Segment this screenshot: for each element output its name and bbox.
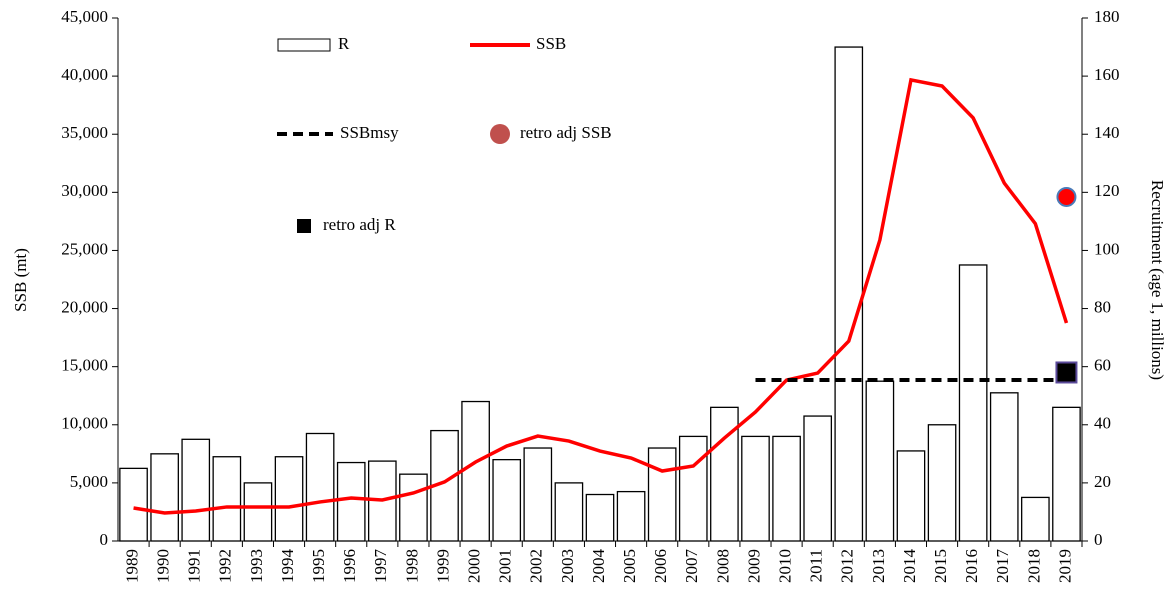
y-tick-label: 20,000 xyxy=(61,297,108,316)
x-tick-label: 2006 xyxy=(651,549,670,583)
y2-tick-label: 140 xyxy=(1094,123,1120,142)
bar xyxy=(1021,496,1050,542)
y2-tick-label: 0 xyxy=(1094,530,1103,549)
x-tick-label: 1997 xyxy=(371,549,390,584)
y2-tick-label: 60 xyxy=(1094,356,1111,375)
x-tick-label: 2008 xyxy=(713,549,732,583)
bar xyxy=(647,447,677,542)
bar xyxy=(616,490,646,542)
x-tick-label: 2018 xyxy=(1024,549,1043,583)
y-tick-label: 0 xyxy=(100,530,109,549)
bar xyxy=(678,435,708,542)
bar xyxy=(399,473,428,542)
bar xyxy=(461,400,490,542)
bar xyxy=(741,435,770,542)
y2-tick-label: 100 xyxy=(1094,239,1120,258)
bar xyxy=(492,458,522,542)
bar xyxy=(523,447,553,542)
legend-label: retro adj R xyxy=(323,215,396,234)
bar xyxy=(305,432,335,542)
y-axis-label: SSB (mt) xyxy=(11,248,30,312)
x-tick-label: 2005 xyxy=(620,549,639,583)
bar xyxy=(150,453,179,542)
x-tick-label: 1989 xyxy=(122,549,141,583)
x-tick-label: 2004 xyxy=(589,549,608,584)
x-tick-label: 2017 xyxy=(993,549,1012,584)
y-tick-label: 25,000 xyxy=(61,239,108,258)
x-tick-label: 2011 xyxy=(807,549,826,582)
x-tick-label: 2012 xyxy=(838,549,857,583)
legend-symbol xyxy=(490,124,510,144)
bar xyxy=(243,482,273,542)
bar xyxy=(772,435,801,542)
bar xyxy=(181,438,211,542)
legend-label: R xyxy=(338,34,350,53)
legend-label: SSB xyxy=(536,34,566,53)
x-tick-label: 1994 xyxy=(278,549,297,584)
y-tick-label: 35,000 xyxy=(61,123,108,142)
bar xyxy=(803,415,833,542)
y2-tick-label: 180 xyxy=(1094,7,1120,26)
bar xyxy=(927,424,957,542)
x-tick-label: 2009 xyxy=(744,549,763,583)
bar xyxy=(554,482,584,542)
y-tick-label: 15,000 xyxy=(61,356,108,375)
marker xyxy=(1055,361,1078,384)
legend-symbol xyxy=(277,38,331,52)
x-tick-label: 1990 xyxy=(154,549,173,583)
y2-tick-label: 40 xyxy=(1094,414,1111,433)
x-tick-label: 2019 xyxy=(1055,549,1074,583)
x-tick-label: 2015 xyxy=(931,549,950,583)
x-tick-label: 2013 xyxy=(869,549,888,583)
bar xyxy=(274,456,304,542)
x-tick-label: 2014 xyxy=(900,549,919,584)
bar xyxy=(834,46,864,542)
x-tick-label: 1993 xyxy=(247,549,266,583)
x-tick-label: 2002 xyxy=(527,549,546,583)
x-tick-label: 2003 xyxy=(558,549,577,583)
x-tick-label: 1995 xyxy=(309,549,328,583)
bar xyxy=(336,461,366,542)
bar xyxy=(989,392,1019,542)
line xyxy=(133,77,1069,515)
x-tick-label: 2000 xyxy=(465,549,484,583)
y2-tick-label: 80 xyxy=(1094,297,1111,316)
x-tick-label: 2007 xyxy=(682,549,701,584)
marker xyxy=(1056,186,1077,207)
bar xyxy=(710,406,739,542)
bar xyxy=(896,450,926,542)
y-tick-label: 45,000 xyxy=(61,7,108,26)
legend-label: retro adj SSB xyxy=(520,123,612,142)
bar xyxy=(119,467,148,542)
legend-label: SSBmsy xyxy=(340,123,399,142)
y-tick-label: 10,000 xyxy=(61,414,108,433)
x-tick-label: 1998 xyxy=(402,549,421,583)
x-tick-label: 1999 xyxy=(433,549,452,583)
y-tick-label: 30,000 xyxy=(61,181,108,200)
bar xyxy=(865,380,895,542)
y2-tick-label: 20 xyxy=(1094,472,1111,491)
x-tick-label: 2001 xyxy=(496,549,515,583)
y2-tick-label: 160 xyxy=(1094,65,1120,84)
y2-axis-label: Recruitment (age 1, millions) xyxy=(1148,180,1167,380)
x-tick-label: 1991 xyxy=(185,549,204,583)
bar xyxy=(958,264,988,542)
y-tick-label: 5,000 xyxy=(70,472,108,491)
y-tick-label: 40,000 xyxy=(61,65,108,84)
y2-tick-label: 120 xyxy=(1094,181,1120,200)
bar xyxy=(212,456,242,542)
x-tick-label: 1992 xyxy=(216,549,235,583)
legend-symbol xyxy=(297,219,311,233)
bar xyxy=(1052,406,1081,542)
bar xyxy=(585,493,615,542)
x-tick-label: 1996 xyxy=(340,549,359,583)
x-tick-label: 2016 xyxy=(962,549,981,583)
x-tick-label: 2010 xyxy=(775,549,794,583)
